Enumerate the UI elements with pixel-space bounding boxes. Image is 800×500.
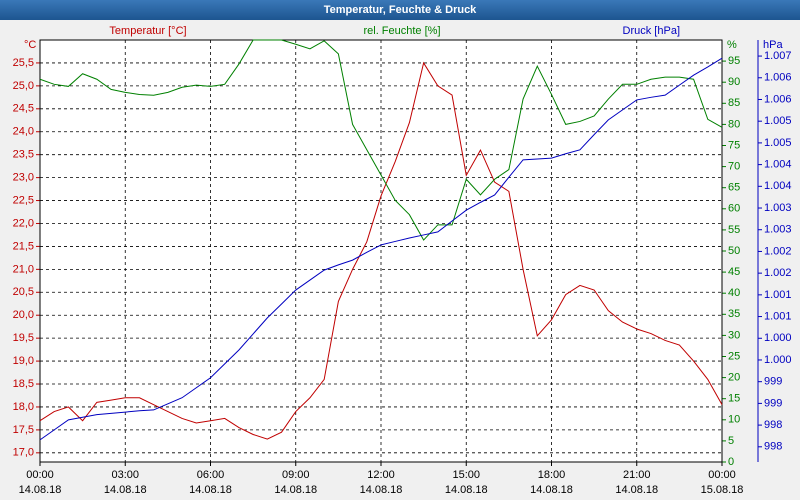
- y-tick-label: 22,5: [13, 194, 34, 206]
- y-tick-label: 18,5: [13, 378, 34, 390]
- y2-tick-label: 50: [728, 245, 740, 257]
- x-tick-label: 09:00: [282, 469, 310, 481]
- y2-tick-label: 40: [728, 287, 740, 299]
- y-axis-title: Temperatur [°C]: [109, 25, 186, 37]
- y3-tick-label: 1.004: [764, 180, 792, 192]
- y2-tick-label: 55: [728, 224, 740, 236]
- y-tick-label: 19,0: [13, 355, 34, 367]
- x-tick-label: 00:00: [708, 469, 736, 481]
- y3-tick-label: 1.002: [764, 267, 792, 279]
- series-line: [39, 61, 723, 440]
- y-tick-label: 24,5: [13, 103, 34, 115]
- y3-tick-label: 998: [764, 441, 782, 453]
- series-line: [39, 39, 723, 241]
- y-tick-label: 21,0: [13, 263, 34, 275]
- x-tick-date: 14.08.18: [445, 484, 488, 496]
- y-unit: °C: [24, 39, 36, 51]
- x-tick-label: 06:00: [197, 469, 225, 481]
- y-tick-label: 20,0: [13, 309, 34, 321]
- y-tick-label: 23,0: [13, 172, 34, 184]
- y2-tick-label: 80: [728, 118, 740, 130]
- x-tick-date: 14.08.18: [19, 484, 62, 496]
- x-tick-date: 14.08.18: [615, 484, 658, 496]
- x-tick-label: 12:00: [367, 469, 395, 481]
- y3-tick-label: 1.000: [764, 354, 792, 366]
- title-bar: [0, 0, 800, 20]
- y2-tick-label: 70: [728, 161, 740, 173]
- y-tick-label: 19,5: [13, 332, 34, 344]
- x-tick-label: 15:00: [452, 469, 480, 481]
- y2-tick-label: 75: [728, 139, 740, 151]
- x-tick-label: 00:00: [26, 469, 54, 481]
- y2-tick-label: 60: [728, 203, 740, 215]
- y2-tick-label: 10: [728, 414, 740, 426]
- y3-tick-label: 1.001: [764, 289, 792, 301]
- y3-axis-title: Druck [hPa]: [623, 25, 680, 37]
- y2-tick-label: 85: [728, 97, 740, 109]
- y2-tick-label: 45: [728, 266, 740, 278]
- y3-tick-label: 1.005: [764, 137, 792, 149]
- y2-tick-label: 30: [728, 329, 740, 341]
- y3-tick-label: 1.000: [764, 332, 792, 344]
- x-tick-date: 14.08.18: [189, 484, 232, 496]
- y-tick-label: 25,5: [13, 57, 34, 69]
- y-tick-label: 23,5: [13, 149, 34, 161]
- x-tick-date: 14.08.18: [360, 484, 403, 496]
- plot-frame: [39, 39, 723, 463]
- series-line: [39, 57, 723, 441]
- y-tick-label: 25,0: [13, 80, 34, 92]
- y-tick-label: 17,5: [13, 424, 34, 436]
- y3-tick-label: 1.003: [764, 202, 792, 214]
- y2-tick-label: 90: [728, 76, 740, 88]
- y3-tick-label: 1.006: [764, 93, 792, 105]
- y2-tick-label: 0: [728, 456, 734, 468]
- y-tick-label: 22,0: [13, 217, 34, 229]
- y3-tick-label: 1.004: [764, 159, 792, 171]
- y-tick-label: 17,0: [13, 447, 34, 459]
- y2-tick-label: 5: [728, 435, 734, 447]
- y3-tick-label: 1.006: [764, 72, 792, 84]
- y3-tick-label: 1.003: [764, 224, 792, 236]
- y-tick-label: 18,0: [13, 401, 34, 413]
- y3-tick-label: 999: [764, 397, 782, 409]
- y2-tick-label: 95: [728, 55, 740, 67]
- x-tick-label: 18:00: [538, 469, 566, 481]
- y2-axis-title: rel. Feuchte [%]: [363, 25, 440, 37]
- y3-unit: hPa: [763, 39, 783, 51]
- x-tick-label: 03:00: [111, 469, 139, 481]
- x-tick-date: 14.08.18: [104, 484, 147, 496]
- x-tick-date: 14.08.18: [274, 484, 317, 496]
- x-tick-date: 15.08.18: [701, 484, 744, 496]
- y2-tick-label: 65: [728, 182, 740, 194]
- y-tick-label: 20,5: [13, 286, 34, 298]
- y3-tick-label: 1.002: [764, 245, 792, 257]
- y3-tick-label: 999: [764, 376, 782, 388]
- y2-tick-label: 35: [728, 308, 740, 320]
- y2-tick-label: 20: [728, 372, 740, 384]
- y3-tick-label: 1.005: [764, 115, 792, 127]
- y2-tick-label: 15: [728, 393, 740, 405]
- y-tick-label: 21,5: [13, 240, 34, 252]
- y2-tick-label: 25: [728, 350, 740, 362]
- y3-tick-label: 1.007: [764, 50, 792, 62]
- y-tick-label: 24,0: [13, 126, 34, 138]
- y3-tick-label: 1.001: [764, 310, 792, 322]
- chart-title: Temperatur, Feuchte & Druck: [324, 4, 477, 16]
- x-tick-date: 14.08.18: [530, 484, 573, 496]
- y2-unit: %: [727, 39, 737, 51]
- y3-tick-label: 998: [764, 419, 782, 431]
- x-tick-label: 21:00: [623, 469, 651, 481]
